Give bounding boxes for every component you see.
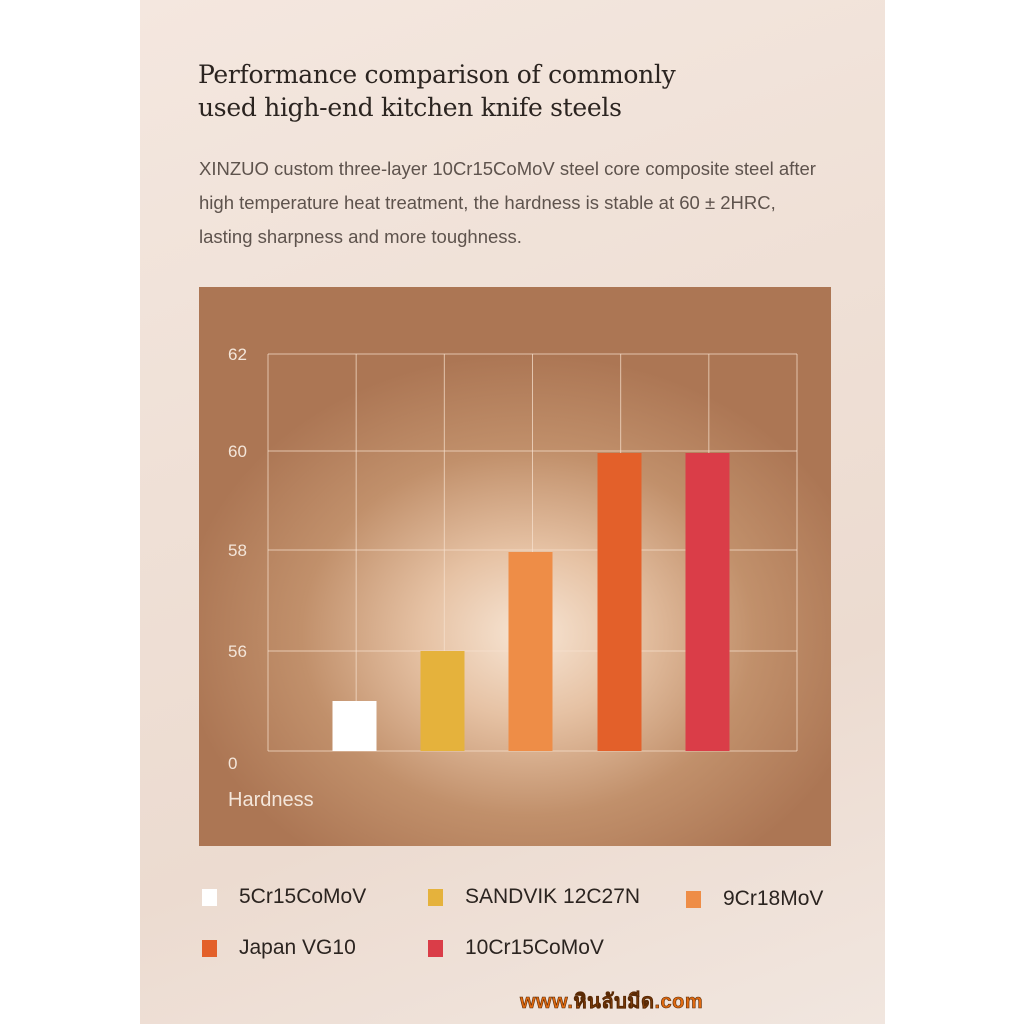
y-tick-label: 58	[228, 541, 247, 560]
bar-japan-vg10	[597, 453, 642, 751]
y-tick-label: 0	[228, 754, 237, 773]
title-line-1: Performance comparison of commonly	[198, 60, 676, 89]
description-line-1: XINZUO custom three-layer 10Cr15CoMoV st…	[199, 158, 816, 179]
chart-panel: 0 56 58 60 62 Hardness	[199, 287, 831, 846]
legend-swatch	[202, 888, 217, 906]
y-tick-label: 56	[228, 642, 247, 661]
legend-label: 10Cr15CoMoV	[465, 936, 604, 959]
y-tick-label: 60	[228, 442, 247, 461]
description-line-3: lasting sharpness and more toughness.	[199, 226, 522, 247]
legend-item-10cr15comov: 10Cr15CoMoV	[428, 936, 604, 960]
legend-item-9cr18mov: 9Cr18MoV	[686, 887, 823, 911]
y-tick-label: 62	[228, 345, 247, 364]
legend-item-5cr15comov: 5Cr15CoMoV	[202, 885, 366, 909]
chart-legend: 5Cr15CoMoV SANDVIK 12C27N 9Cr18MoV Japan…	[140, 870, 885, 980]
bar-10cr15comov	[685, 453, 730, 751]
bar-chart: 0 56 58 60 62	[228, 345, 798, 773]
legend-item-japan-vg10: Japan VG10	[202, 936, 356, 960]
bar-sandvik-12c27n	[420, 651, 465, 751]
bar-5cr15comov	[332, 701, 377, 751]
legend-swatch	[428, 888, 443, 906]
page-title: Performance comparison of commonly used …	[198, 58, 838, 124]
legend-label: SANDVIK 12C27N	[465, 885, 641, 908]
legend-swatch	[686, 890, 701, 908]
legend-swatch	[202, 939, 217, 957]
y-axis-title: Hardness	[228, 789, 314, 811]
legend-label: 5Cr15CoMoV	[239, 885, 367, 908]
legend-swatch	[428, 939, 443, 957]
description: XINZUO custom three-layer 10Cr15CoMoV st…	[199, 152, 849, 254]
description-line-2: high temperature heat treatment, the har…	[199, 192, 776, 213]
watermark: www.หินลับมีด.com	[520, 991, 704, 1014]
legend-label: 9Cr18MoV	[723, 887, 824, 910]
legend-item-sandvik-12c27n: SANDVIK 12C27N	[428, 885, 640, 909]
legend-label: Japan VG10	[239, 936, 356, 959]
bar-9cr18mov	[508, 552, 553, 751]
title-line-2: used high-end kitchen knife steels	[198, 93, 622, 122]
product-card: Performance comparison of commonly used …	[140, 0, 885, 1024]
